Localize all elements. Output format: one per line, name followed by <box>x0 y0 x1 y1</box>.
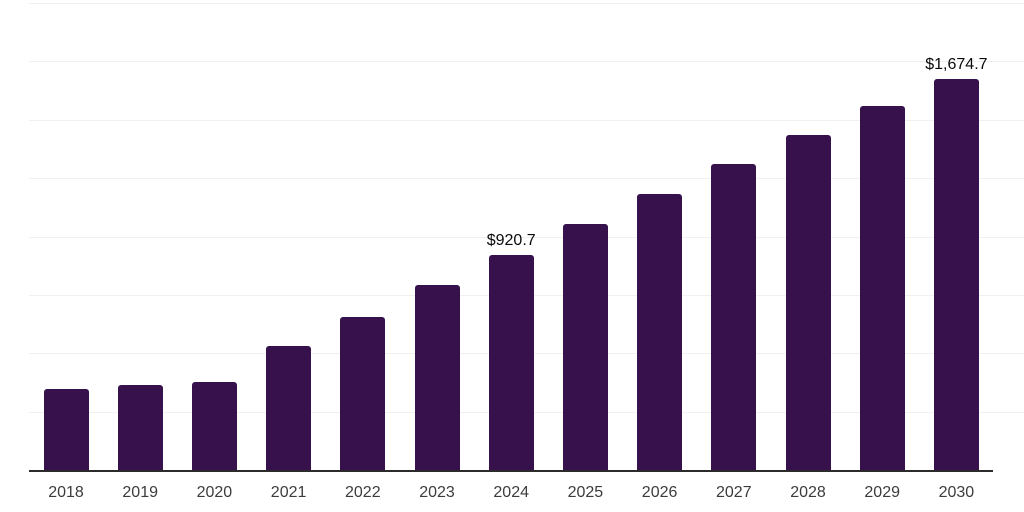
x-tick-label-2019: 2019 <box>122 484 158 501</box>
bar-value-label-2024: $920.7 <box>486 232 536 249</box>
bar-2024 <box>488 255 534 470</box>
x-tick-label-2020: 2020 <box>196 484 233 501</box>
x-tick-label-2026: 2026 <box>641 484 678 501</box>
bar-value-label-2030: $1,674.7 <box>925 56 988 73</box>
bar-2020 <box>191 381 237 470</box>
bar-2025 <box>562 223 608 470</box>
x-tick-label-2023: 2023 <box>419 484 455 501</box>
bar-2019 <box>117 384 163 470</box>
gridline-1500 <box>29 120 1024 121</box>
gridline-1000 <box>29 237 1024 238</box>
bar-2022 <box>340 317 386 470</box>
bar-2027 <box>711 163 757 470</box>
x-axis-line <box>29 470 993 472</box>
x-tick-label-2025: 2025 <box>567 484 604 501</box>
x-tick-label-2030: 2030 <box>938 484 975 501</box>
x-tick-label-2029: 2029 <box>864 484 900 501</box>
gridline-1750 <box>29 61 1024 62</box>
x-tick-label-2022: 2022 <box>345 484 381 501</box>
x-tick-label-2018: 2018 <box>48 484 84 501</box>
bar-2023 <box>414 284 460 470</box>
bar-2021 <box>266 346 312 470</box>
bar-2028 <box>785 134 831 470</box>
bar-2029 <box>859 105 905 470</box>
x-tick-label-2021: 2021 <box>270 484 307 501</box>
bar-2018 <box>43 388 89 470</box>
bar-2026 <box>637 194 683 470</box>
x-tick-label-2027: 2027 <box>716 484 752 501</box>
x-tick-label-2028: 2028 <box>790 484 826 501</box>
bar-2030 <box>933 79 979 470</box>
gridline-2000 <box>29 3 1024 4</box>
gridline-1250 <box>29 178 1024 179</box>
x-tick-label-2024: 2024 <box>493 484 529 501</box>
